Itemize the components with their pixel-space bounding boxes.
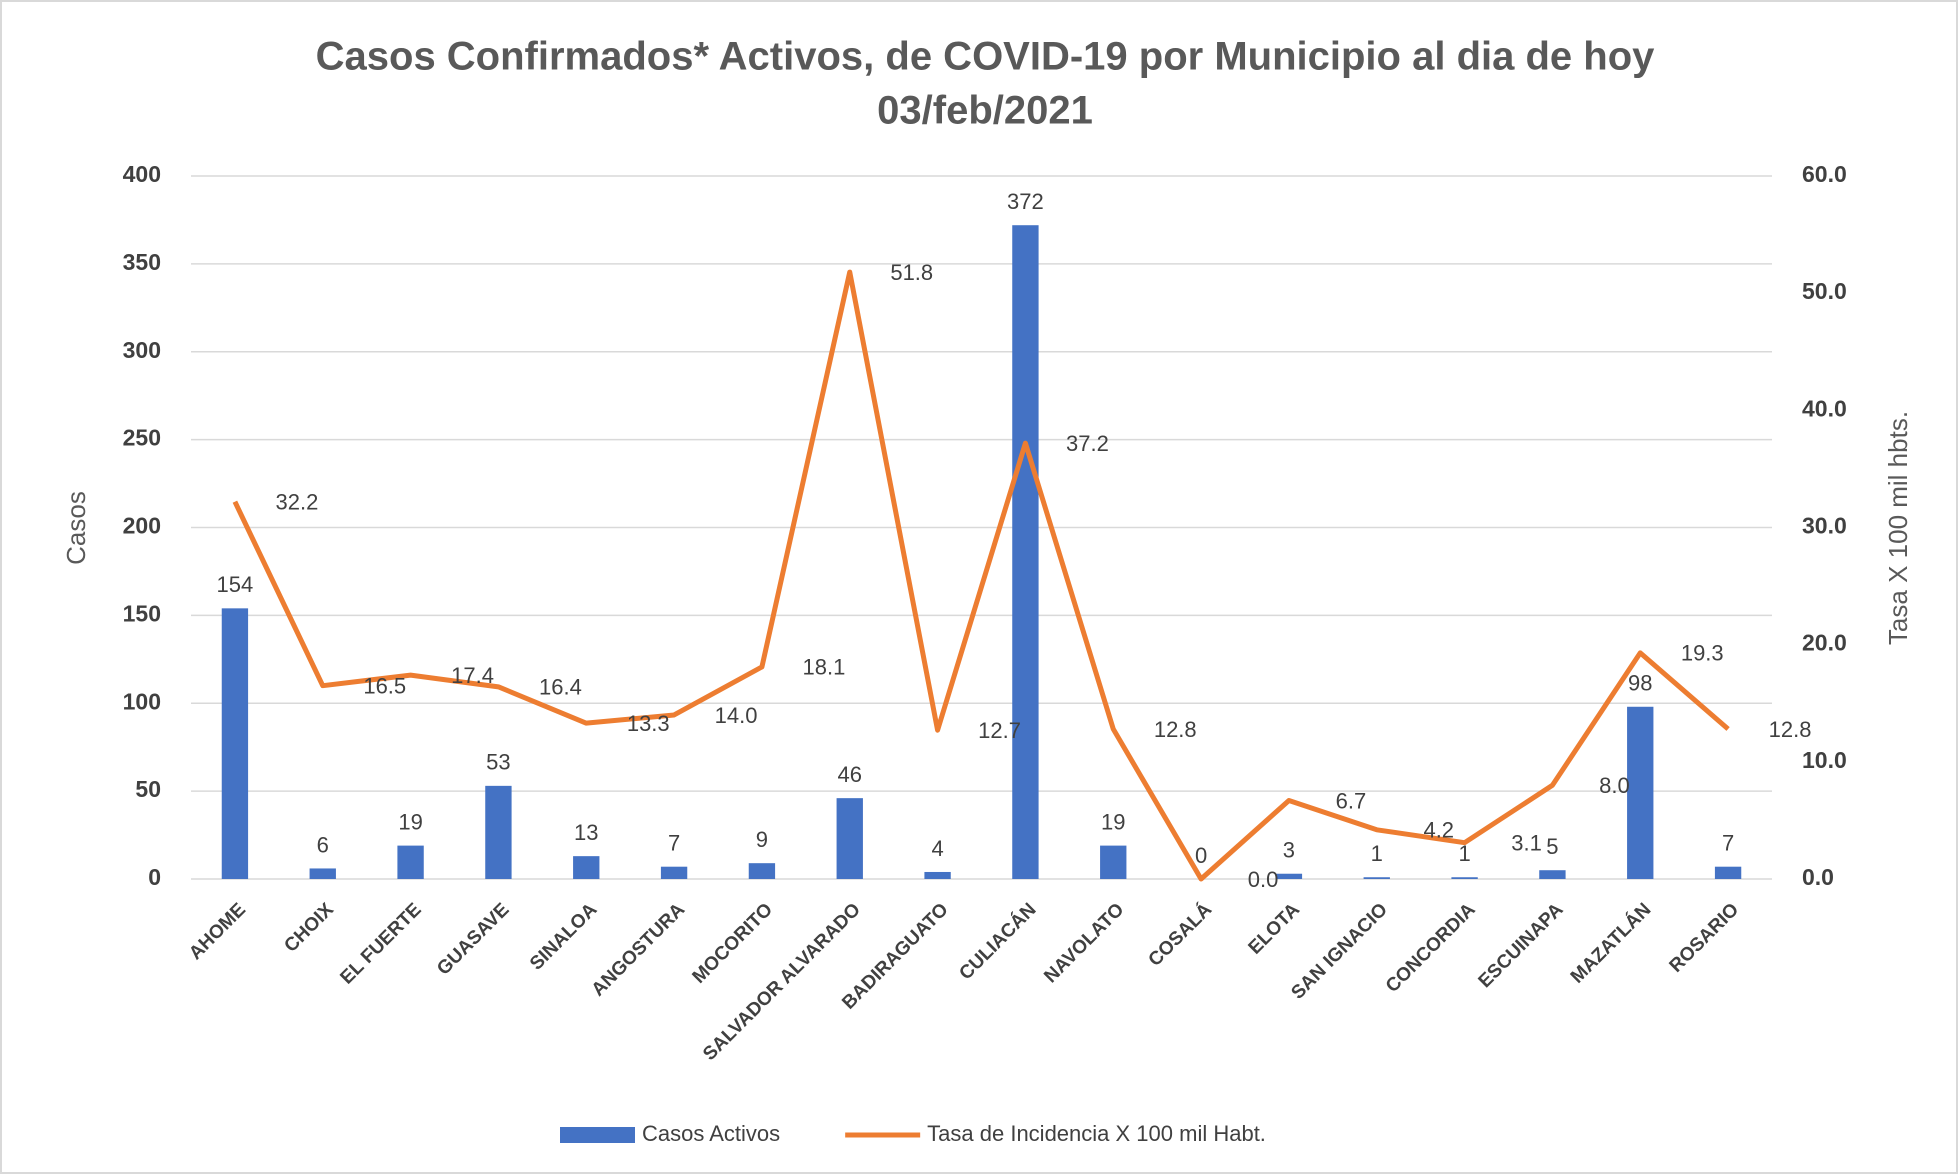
bar-value-label: 4 (931, 836, 943, 861)
bar (1714, 866, 1742, 879)
bar (1012, 225, 1039, 879)
bar-value-label: 5 (1546, 834, 1558, 859)
bar (748, 863, 776, 879)
bar (1451, 877, 1478, 879)
line-value-label: 16.5 (363, 673, 406, 698)
bar-value-label: 19 (1101, 809, 1125, 834)
bar-value-label: 3 (1283, 838, 1295, 863)
chart-title: 03/feb/2021 (877, 89, 1093, 133)
line-value-label: 51.8 (890, 260, 933, 285)
line-value-label: 17.4 (451, 663, 494, 688)
bar (397, 845, 424, 879)
bar-value-label: 372 (1007, 189, 1044, 214)
legend-swatch (560, 1127, 635, 1143)
line-value-label: 18.1 (803, 655, 846, 680)
line-value-label: 12.8 (1769, 717, 1812, 742)
y2-axis-label: Tasa X 100 mil hbts. (1883, 411, 1913, 645)
line-value-label: 8.0 (1599, 773, 1630, 798)
bar-value-label: 9 (756, 827, 768, 852)
bar (1627, 706, 1654, 879)
line-value-label: 13.3 (627, 711, 670, 736)
legend-label: Tasa de Incidencia X 100 mil Habt. (927, 1121, 1266, 1146)
line-value-label: 0.0 (1248, 867, 1279, 892)
y2-tick-label: 50.0 (1802, 278, 1847, 304)
y-tick-label: 300 (123, 337, 161, 363)
y-axis-label: Casos (61, 491, 91, 565)
bar-value-label: 53 (486, 750, 510, 775)
bar (1275, 873, 1303, 879)
bar-value-label: 7 (1722, 831, 1734, 856)
y-tick-label: 0 (148, 864, 161, 890)
bar (836, 798, 863, 879)
bar-value-label: 1 (1371, 841, 1383, 866)
y-tick-label: 150 (123, 600, 161, 626)
bar-value-label: 1 (1458, 841, 1470, 866)
line-value-label: 32.2 (276, 490, 319, 515)
bar-value-label: 46 (838, 762, 862, 787)
y2-tick-label: 0.0 (1802, 864, 1834, 890)
y2-tick-label: 60.0 (1802, 161, 1847, 187)
y2-tick-label: 10.0 (1802, 747, 1847, 773)
y-tick-label: 250 (123, 425, 161, 451)
bar (221, 608, 249, 879)
chart-title: Casos Confirmados* Activos, de COVID-19 … (316, 35, 1656, 79)
line-value-label: 16.4 (539, 675, 582, 700)
y-tick-label: 100 (123, 688, 161, 714)
y2-tick-label: 20.0 (1802, 630, 1847, 656)
y2-tick-label: 30.0 (1802, 513, 1847, 539)
bar (309, 868, 336, 879)
line-value-label: 12.8 (1154, 717, 1197, 742)
bar-value-label: 7 (668, 831, 680, 856)
y2-tick-label: 40.0 (1802, 395, 1847, 421)
bar-value-label: 19 (398, 809, 422, 834)
y-tick-label: 200 (123, 513, 161, 539)
line-value-label: 3.1 (1511, 830, 1542, 855)
line-value-label: 6.7 (1336, 788, 1367, 813)
bar-value-label: 6 (317, 832, 329, 857)
legend-label: Casos Activos (642, 1121, 780, 1146)
bar (924, 871, 951, 879)
y-tick-label: 350 (123, 249, 161, 275)
line-value-label: 12.7 (978, 718, 1021, 743)
bar (485, 785, 512, 879)
line (232, 269, 1730, 882)
bar-value-label: 13 (574, 820, 598, 845)
bar (1539, 870, 1566, 879)
bar-value-label: 0 (1195, 843, 1207, 868)
line-value-label: 37.2 (1066, 431, 1109, 456)
line-value-label: 14.0 (715, 703, 758, 728)
bar (1363, 877, 1390, 879)
bar (660, 866, 688, 879)
y-tick-label: 400 (123, 161, 161, 187)
line-value-label: 4.2 (1423, 818, 1454, 843)
bar-value-label: 154 (217, 572, 254, 597)
bar (1100, 845, 1127, 879)
bar-value-label: 98 (1628, 671, 1652, 696)
line-value-label: 19.3 (1681, 641, 1724, 666)
bar (573, 856, 600, 879)
y-tick-label: 50 (135, 776, 161, 802)
